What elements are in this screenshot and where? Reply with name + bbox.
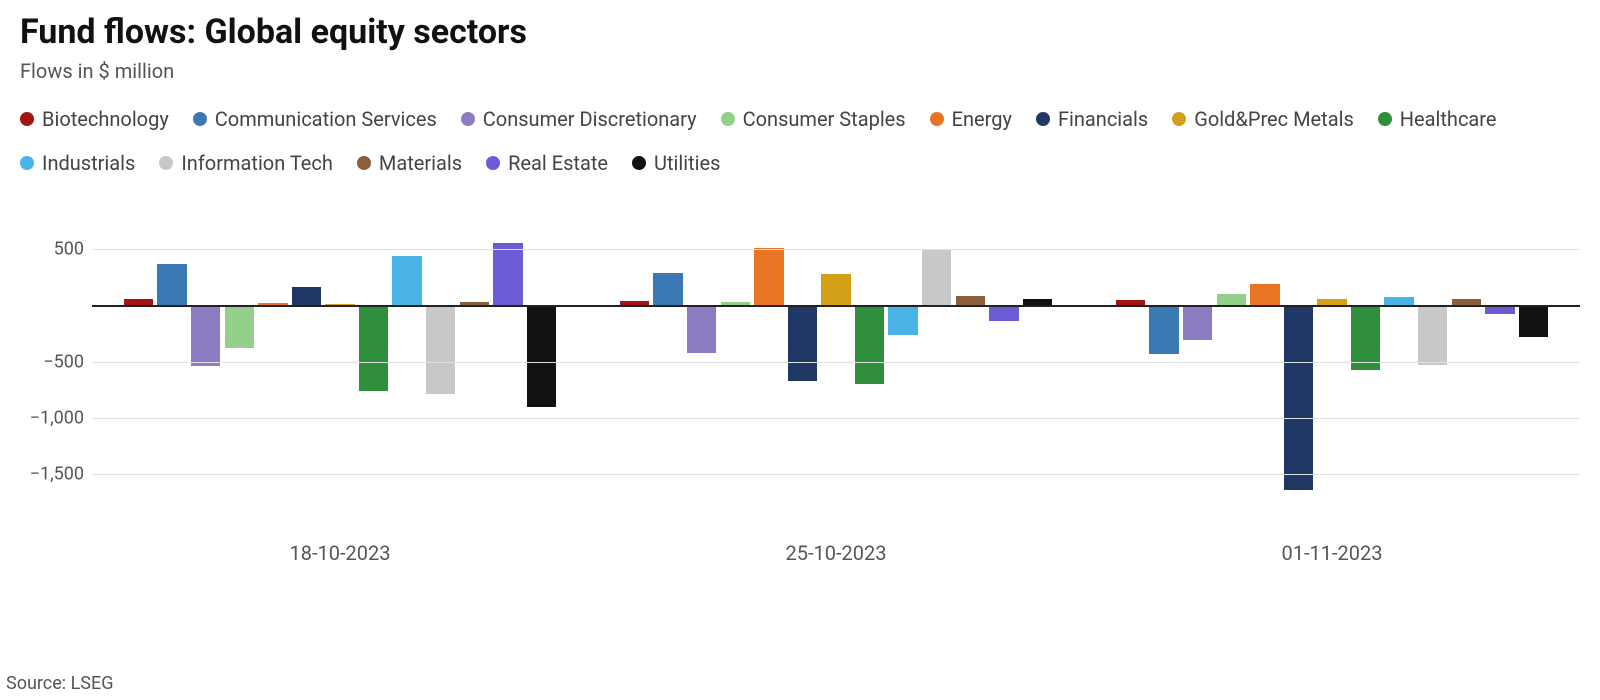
legend-swatch xyxy=(20,156,34,170)
legend-swatch xyxy=(20,112,34,126)
x-tick-label: 18-10-2023 xyxy=(290,541,391,565)
legend-item: Real Estate xyxy=(486,145,608,181)
legend-item: Communication Services xyxy=(193,101,437,137)
legend-label: Consumer Discretionary xyxy=(483,101,697,137)
legend-item: Utilities xyxy=(632,145,720,181)
chart-subtitle: Flows in $ million xyxy=(20,59,1580,83)
legend-label: Communication Services xyxy=(215,101,437,137)
legend-label: Materials xyxy=(379,145,462,181)
bar xyxy=(426,305,456,394)
legend-swatch xyxy=(461,112,475,126)
legend-swatch xyxy=(930,112,944,126)
x-tick-label: 01-11-2023 xyxy=(1282,541,1383,565)
bar xyxy=(124,299,154,306)
y-axis: 500 −500 −1,000 −1,500 xyxy=(20,221,90,531)
bar xyxy=(1452,299,1482,306)
bar xyxy=(1250,284,1280,305)
bar xyxy=(527,305,557,406)
bar xyxy=(788,305,818,381)
legend-item: Financials xyxy=(1036,101,1148,137)
legend-label: Gold&Prec Metals xyxy=(1194,101,1354,137)
bar xyxy=(157,264,187,306)
legend-swatch xyxy=(193,112,207,126)
bar xyxy=(359,305,389,391)
gridline xyxy=(92,474,1580,475)
bar xyxy=(1183,305,1213,340)
y-tick-label: −500 xyxy=(43,351,84,372)
gridline xyxy=(92,249,1580,250)
bar xyxy=(1384,297,1414,305)
legend-label: Consumer Staples xyxy=(743,101,906,137)
bar xyxy=(225,305,255,348)
legend-label: Healthcare xyxy=(1400,101,1497,137)
legend-swatch xyxy=(357,156,371,170)
bar xyxy=(1519,305,1549,337)
legend-item: Energy xyxy=(930,101,1012,137)
bar xyxy=(888,305,918,334)
bar xyxy=(687,305,717,352)
legend-swatch xyxy=(721,112,735,126)
y-tick-label: −1,500 xyxy=(30,464,84,485)
gridline xyxy=(92,362,1580,363)
legend-item: Healthcare xyxy=(1378,101,1497,137)
bar xyxy=(191,305,221,366)
bar xyxy=(1317,299,1347,306)
gridline xyxy=(92,418,1580,419)
bar xyxy=(754,248,784,305)
chart-area: 500−500−1,000−1,500 18-10-202325-10-2023… xyxy=(20,221,1580,531)
legend-label: Utilities xyxy=(654,145,720,181)
bar xyxy=(493,243,523,305)
bar xyxy=(1217,294,1247,305)
bar xyxy=(1023,299,1053,306)
legend-label: Financials xyxy=(1058,101,1148,137)
legend-item: Biotechnology xyxy=(20,101,169,137)
legend-item: Materials xyxy=(357,145,462,181)
legend-swatch xyxy=(159,156,173,170)
legend-label: Information Tech xyxy=(181,145,333,181)
chart-container: Fund flows: Global equity sectors Flows … xyxy=(0,0,1600,700)
bar xyxy=(1351,305,1381,369)
bar xyxy=(653,273,683,306)
legend-swatch xyxy=(632,156,646,170)
legend-swatch xyxy=(1172,112,1186,126)
legend: Biotechnology Communication Services Consu… xyxy=(20,101,1580,181)
zero-line xyxy=(92,305,1580,307)
y-tick-label: 500 xyxy=(54,238,84,259)
legend-swatch xyxy=(486,156,500,170)
x-axis-labels: 18-10-2023 25-10-2023 01-11-2023 xyxy=(92,541,1580,571)
chart-title: Fund flows: Global equity sectors xyxy=(20,12,1580,53)
bar xyxy=(1418,305,1448,365)
legend-label: Biotechnology xyxy=(42,101,169,137)
x-tick-label: 25-10-2023 xyxy=(786,541,887,565)
bar xyxy=(855,305,885,384)
y-tick-label: −1,000 xyxy=(30,408,84,429)
bar xyxy=(392,256,422,306)
bars-layer xyxy=(92,221,1580,531)
legend-label: Industrials xyxy=(42,145,135,181)
legend-swatch xyxy=(1378,112,1392,126)
legend-swatch xyxy=(1036,112,1050,126)
bar xyxy=(956,296,986,305)
legend-label: Energy xyxy=(952,101,1012,137)
bar xyxy=(1284,305,1314,490)
legend-label: Real Estate xyxy=(508,145,608,181)
bar xyxy=(989,305,1019,321)
source-attribution: Source: LSEG xyxy=(6,673,113,694)
legend-item: Consumer Discretionary xyxy=(461,101,697,137)
bar xyxy=(292,287,322,305)
legend-item: Gold&Prec Metals xyxy=(1172,101,1354,137)
bar xyxy=(821,274,851,306)
legend-item: Industrials xyxy=(20,145,135,181)
bar xyxy=(922,249,952,305)
bar xyxy=(1149,305,1179,353)
legend-item: Information Tech xyxy=(159,145,333,181)
legend-item: Consumer Staples xyxy=(721,101,906,137)
plot-area xyxy=(92,221,1580,531)
